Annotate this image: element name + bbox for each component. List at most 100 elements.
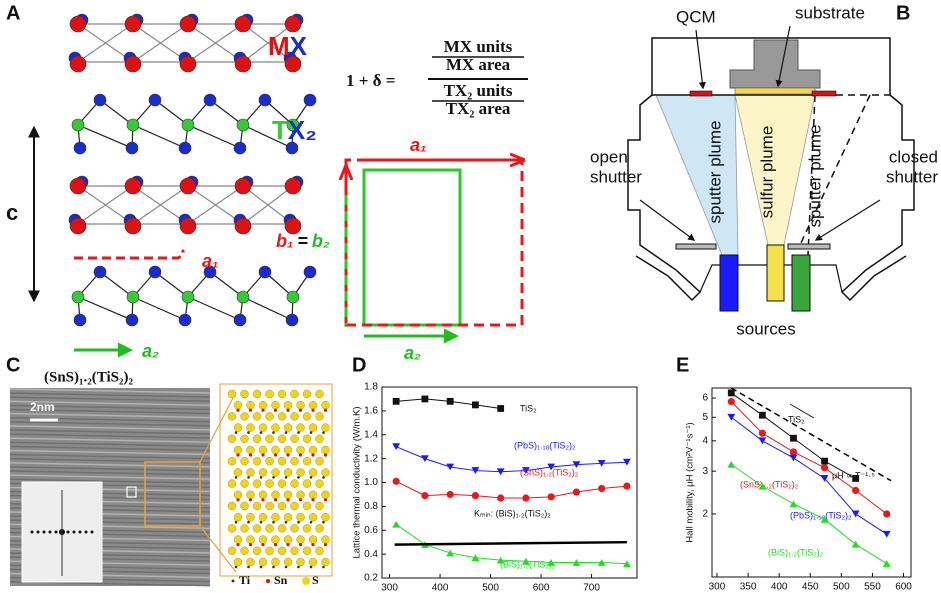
atom-sn [311, 543, 315, 547]
atom-s [302, 456, 312, 466]
bond [154, 99, 189, 126]
atom-ti [284, 476, 288, 479]
atom-s [258, 400, 268, 410]
atom-ti [259, 565, 263, 569]
x-tick-label: 600 [895, 582, 912, 593]
bond [187, 124, 241, 149]
qcm-label: QCM [676, 7, 716, 26]
atom-s [227, 389, 237, 399]
chamber-right [840, 94, 915, 302]
cell-a2: a₂ [404, 343, 421, 363]
atom-s [246, 400, 255, 410]
cell-b-part: b₂ [312, 231, 330, 251]
shutter-label: shutter [590, 167, 642, 186]
structure-frame [219, 383, 333, 577]
atom-s [240, 434, 249, 444]
x-tick-label: 300 [709, 582, 726, 593]
bond [242, 124, 293, 149]
atom-s [296, 400, 305, 410]
y-tick-label: 0.6 [364, 525, 378, 536]
atom-s [265, 546, 274, 556]
marker [496, 468, 505, 476]
marker [572, 461, 581, 468]
atom-s [265, 389, 274, 399]
atom [178, 141, 192, 155]
atom-s [240, 546, 249, 556]
atom-s [296, 445, 305, 455]
mx-layer [68, 175, 304, 235]
lattice-fringe [9, 408, 211, 415]
atom [236, 290, 250, 304]
atom-s [246, 423, 255, 432]
y-tick-label: 3 [702, 466, 708, 477]
lattice-fringe [9, 400, 211, 406]
mx-x: X [290, 31, 308, 61]
zoom-line [199, 525, 237, 573]
atom-sn [261, 498, 265, 502]
marker [522, 557, 530, 565]
atom [69, 217, 87, 235]
atom-s [290, 389, 299, 399]
legend-label: Sn [274, 573, 288, 587]
atom [233, 313, 247, 327]
atom-s [271, 445, 280, 455]
a1-dash [74, 248, 185, 260]
y-tick-label: 4 [702, 435, 708, 446]
bond [154, 271, 189, 298]
marker [821, 457, 828, 465]
marker [471, 467, 480, 474]
formula-term: TX₂ units [444, 81, 513, 100]
marker [522, 494, 530, 502]
marker [622, 560, 631, 568]
x-tick-label: 700 [583, 583, 600, 593]
bond [187, 296, 241, 321]
atom-s [258, 512, 268, 522]
atom-s [240, 501, 249, 511]
atom-s [290, 501, 299, 511]
atom-s [277, 389, 287, 399]
substrate-arrow [775, 25, 791, 88]
x-tick-label: 500 [482, 583, 499, 593]
panel-letter: E [676, 354, 689, 376]
marker [758, 429, 766, 437]
bond [209, 99, 244, 126]
atom-s [271, 423, 280, 432]
atom-sn [273, 408, 278, 412]
plume-label: sputter plume [705, 121, 724, 224]
atom-ti [297, 431, 300, 434]
atom [93, 265, 107, 279]
atom [93, 93, 107, 107]
series-line [730, 463, 888, 564]
atom-ti [259, 431, 263, 434]
zoom-line [199, 391, 237, 463]
atom-s [302, 434, 312, 444]
y-tick-label: 0.8 [364, 501, 378, 512]
atom-s [283, 445, 293, 455]
atom [124, 15, 142, 33]
substrate [734, 87, 816, 95]
fft-spot [90, 530, 94, 534]
c-label: c [6, 200, 18, 225]
qcm-right [811, 90, 837, 97]
atom [124, 55, 142, 73]
legend-label: S [312, 573, 319, 587]
atom-s [315, 412, 324, 421]
series-label: (SnS)₁.₂(TiS₂)₂ [740, 479, 799, 489]
bond [77, 124, 133, 149]
atom-s [227, 412, 237, 421]
x-tick-label: 450 [802, 582, 819, 593]
series-label: Kₘᵢₙ: (BiS)₁.₂(TiS₂)₂ [474, 508, 551, 518]
atom-s [258, 468, 268, 477]
sources-label: sources [736, 319, 796, 338]
marker [623, 482, 631, 490]
atom-sn [236, 408, 240, 412]
atom-s [283, 512, 293, 522]
legend-swatch [231, 579, 235, 583]
marker [446, 549, 455, 557]
marker [597, 460, 606, 467]
marker [446, 490, 454, 499]
atom-s [321, 423, 330, 432]
bond [77, 296, 133, 321]
atom-s [321, 512, 330, 522]
